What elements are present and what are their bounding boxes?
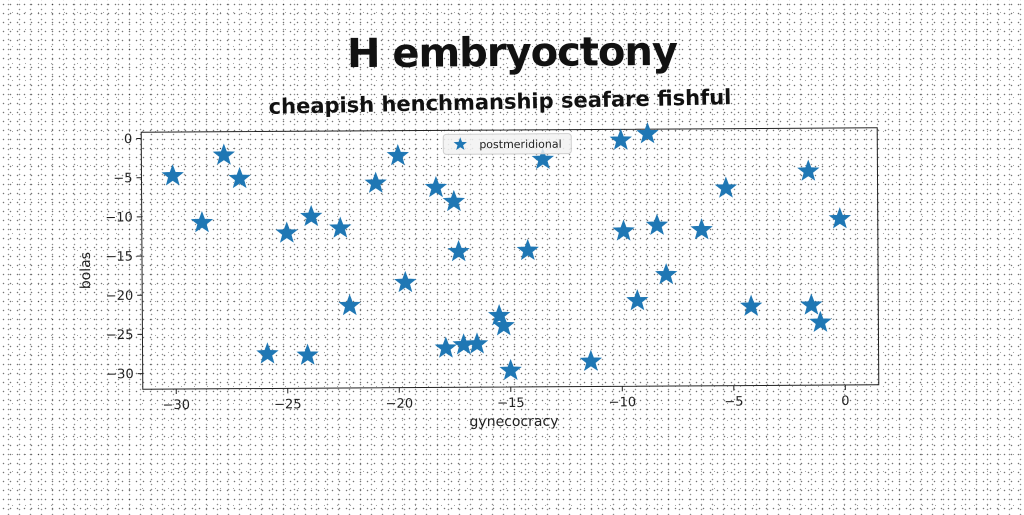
x-tick-label: −25 — [274, 397, 302, 412]
x-axis-label: gynecocracy — [469, 414, 558, 431]
y-axis-label: bolas — [78, 252, 94, 289]
x-tick-label: −20 — [386, 397, 414, 412]
y-tick-label: 0 — [124, 132, 132, 147]
x-tick-label: −10 — [609, 395, 637, 410]
x-tick-label: −15 — [497, 396, 525, 411]
legend-label: postmeridional — [479, 138, 561, 152]
y-tick-label: −20 — [106, 289, 134, 304]
legend: postmeridional — [443, 134, 571, 155]
plot-frame — [141, 128, 879, 389]
y-tick-label: −15 — [105, 250, 133, 265]
y-tick-label: −5 — [113, 171, 132, 186]
x-tick-label: 0 — [841, 394, 849, 409]
y-tick-label: −25 — [106, 328, 134, 343]
x-tick-label: −5 — [724, 395, 743, 410]
x-tick-label: −30 — [163, 398, 191, 413]
y-tick-label: −30 — [106, 367, 134, 382]
y-tick-label: −10 — [105, 210, 133, 225]
